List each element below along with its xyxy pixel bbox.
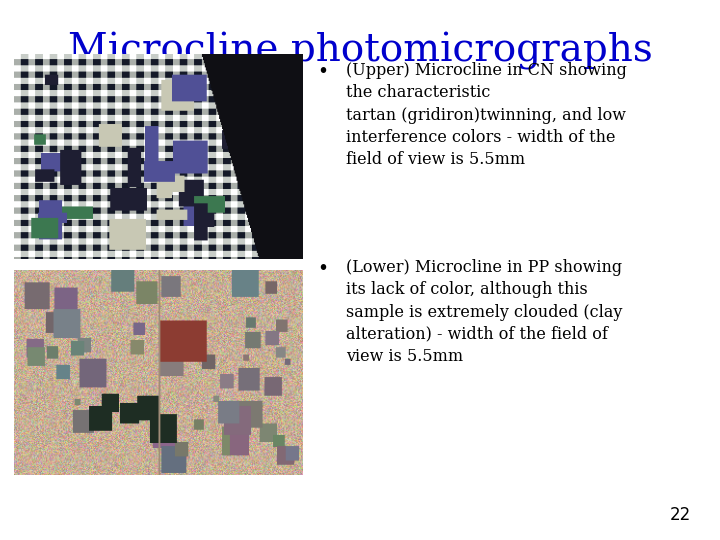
Text: (Upper) Microcline in CN showing
the characteristic
tartan (gridiron)twinning, a: (Upper) Microcline in CN showing the cha… <box>346 62 626 168</box>
Text: •: • <box>317 62 328 81</box>
Text: (Lower) Microcline in PP showing
its lack of color, although this
sample is extr: (Lower) Microcline in PP showing its lac… <box>346 259 622 365</box>
Text: Microcline photomicrographs: Microcline photomicrographs <box>68 32 652 70</box>
Text: •: • <box>317 259 328 278</box>
Text: 22: 22 <box>670 506 691 524</box>
